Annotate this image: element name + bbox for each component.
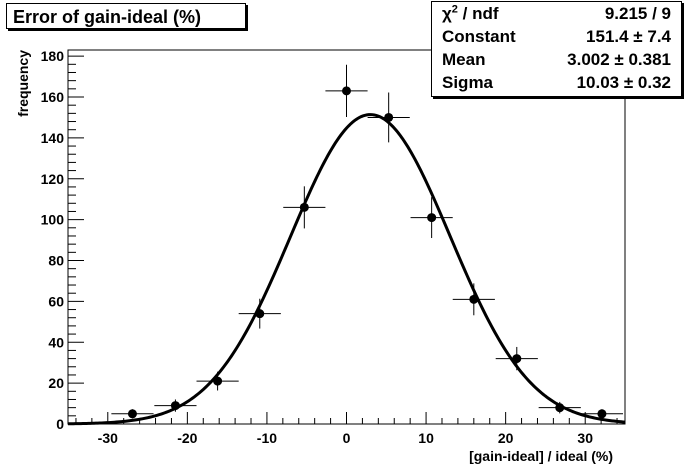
point-marker: [597, 409, 607, 419]
data-points: [111, 64, 624, 419]
x-tick-label: -30: [98, 430, 118, 446]
point-marker: [512, 354, 522, 364]
y-tick-label: 100: [41, 212, 65, 228]
x-tick-label: 30: [577, 430, 593, 446]
stats-label-chi2: χ2 / ndf: [442, 3, 499, 23]
y-tick-label: 60: [48, 293, 64, 309]
y-tick-label: 40: [48, 334, 64, 350]
point-marker: [384, 112, 394, 122]
stats-row-sigma: Sigma 10.03 ± 0.32: [432, 71, 681, 94]
y-tick-label: 160: [41, 89, 65, 105]
data-point: [367, 92, 410, 143]
stats-row-constant: Constant 151.4 ± 7.4: [432, 25, 681, 48]
data-point: [410, 197, 453, 239]
data-point: [325, 64, 368, 118]
data-point: [196, 371, 239, 391]
chart-title: Error of gain-ideal (%): [6, 3, 246, 29]
y-tick-label: 140: [41, 130, 65, 146]
stats-label-constant: Constant: [442, 27, 516, 46]
gaussian-fit-curve: [67, 113, 626, 426]
y-tick-label: 0: [56, 416, 64, 432]
stats-box: χ2 / ndf 9.215 / 9 Constant 151.4 ± 7.4 …: [431, 1, 682, 97]
data-point: [154, 399, 197, 412]
data-point: [238, 298, 281, 329]
data-point: [452, 283, 495, 316]
x-tick-label: -20: [177, 430, 197, 446]
data-point: [538, 401, 581, 414]
x-tick-label: 10: [418, 430, 434, 446]
x-tick-label: -10: [257, 430, 277, 446]
y-tick-label: 180: [41, 48, 65, 64]
y-axis-label: frequency: [15, 50, 31, 117]
stats-value-sigma: 10.03 ± 0.32: [576, 73, 671, 92]
x-tick-label: 20: [498, 430, 514, 446]
x-tick-label: 0: [343, 430, 351, 446]
x-axis: -30 -20 -10 0 10 20 30: [75, 412, 618, 446]
data-point: [283, 186, 326, 229]
data-point: [495, 346, 538, 371]
point-marker: [555, 403, 565, 413]
point-marker: [127, 409, 137, 419]
point-marker: [213, 376, 223, 386]
point-marker: [427, 213, 437, 223]
stats-label-mean: Mean: [442, 50, 486, 69]
point-marker: [342, 86, 351, 96]
data-point: [111, 409, 154, 419]
y-axis: 0 20 40 60 80 100 120 140 160 180: [41, 48, 84, 432]
stats-value-chi2: 9.215 / 9: [604, 4, 671, 23]
y-tick-label: 120: [41, 171, 65, 187]
stats-label-sigma: Sigma: [442, 73, 494, 92]
stats-row-chi2: χ2 / ndf 9.215 / 9: [432, 2, 681, 25]
data-point: [580, 409, 624, 419]
point-marker: [255, 309, 265, 319]
point-marker: [469, 294, 479, 304]
stats-value-mean: 3.002 ± 0.381: [567, 50, 671, 69]
stats-row-mean: Mean 3.002 ± 0.381: [432, 48, 681, 71]
point-marker: [170, 401, 180, 411]
stats-value-constant: 151.4 ± 7.4: [586, 27, 671, 46]
y-tick-label: 20: [48, 375, 64, 391]
y-tick-label: 80: [48, 253, 64, 269]
point-marker: [299, 202, 309, 212]
x-axis-label: [gain-ideal] / ideal (%): [469, 448, 613, 464]
